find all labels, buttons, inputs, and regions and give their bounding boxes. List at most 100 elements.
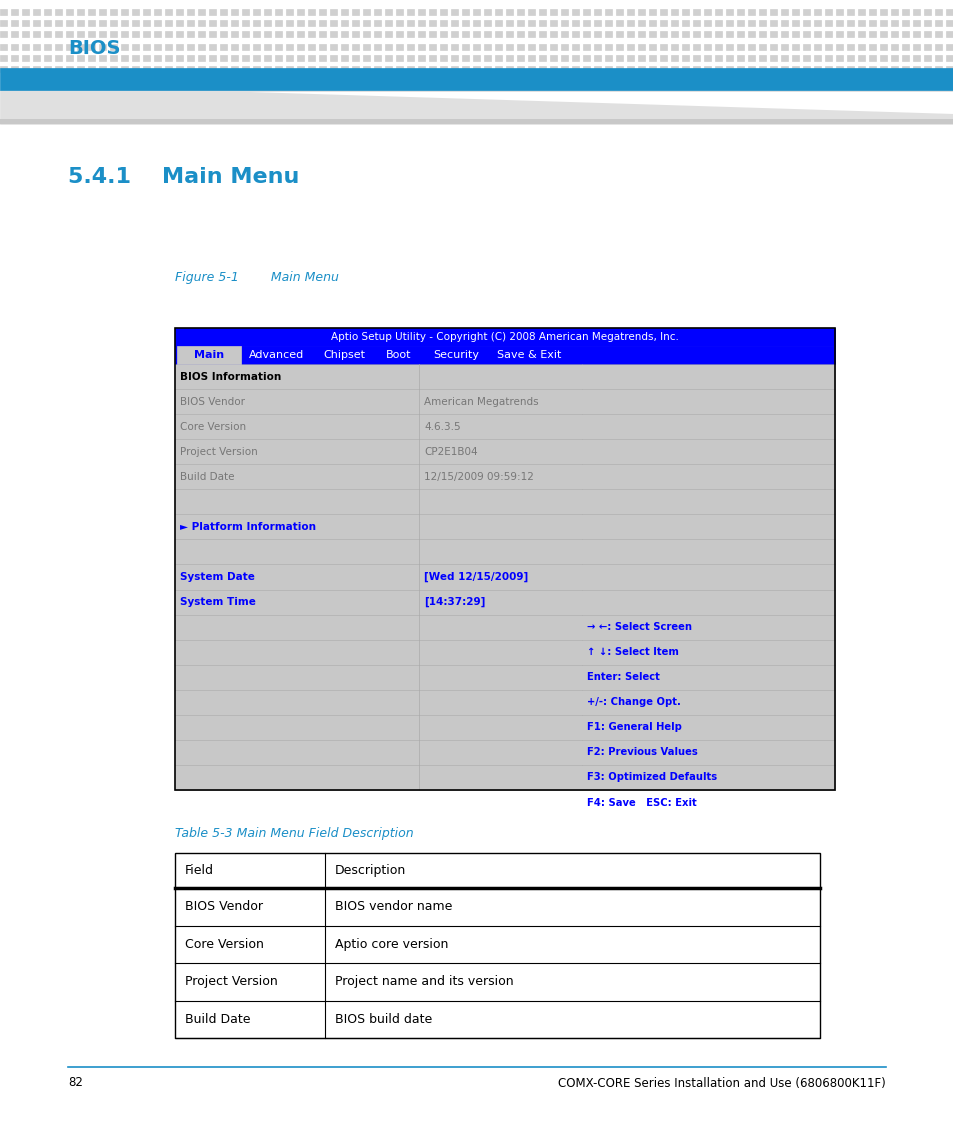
Bar: [209, 19, 215, 26]
Bar: [747, 66, 754, 72]
Bar: [802, 31, 809, 37]
Bar: [318, 66, 326, 72]
Bar: [318, 9, 326, 15]
Bar: [231, 19, 237, 26]
Bar: [659, 9, 666, 15]
Bar: [934, 66, 941, 72]
Bar: [143, 55, 150, 61]
Bar: [0, 31, 7, 37]
Bar: [912, 66, 919, 72]
Bar: [737, 9, 743, 15]
Bar: [890, 44, 897, 50]
Bar: [110, 31, 117, 37]
Bar: [11, 19, 18, 26]
Bar: [461, 9, 469, 15]
Bar: [11, 9, 18, 15]
Bar: [582, 19, 589, 26]
Bar: [594, 66, 600, 72]
Bar: [385, 31, 392, 37]
Bar: [560, 9, 567, 15]
Bar: [616, 31, 622, 37]
Text: F3: Optimized Defaults: F3: Optimized Defaults: [586, 773, 717, 782]
Bar: [517, 31, 523, 37]
Bar: [572, 9, 578, 15]
Bar: [33, 44, 40, 50]
Bar: [274, 19, 282, 26]
Bar: [231, 66, 237, 72]
Bar: [175, 66, 183, 72]
Bar: [0, 44, 7, 50]
Bar: [253, 66, 260, 72]
Bar: [572, 55, 578, 61]
Bar: [153, 66, 161, 72]
Bar: [737, 19, 743, 26]
Bar: [923, 9, 930, 15]
Bar: [0, 90, 953, 124]
Bar: [846, 44, 853, 50]
Bar: [495, 31, 501, 37]
Bar: [429, 44, 436, 50]
Bar: [352, 55, 358, 61]
Bar: [340, 66, 348, 72]
Bar: [220, 44, 227, 50]
Bar: [648, 55, 656, 61]
Bar: [945, 66, 952, 72]
Bar: [473, 9, 479, 15]
Bar: [66, 44, 73, 50]
Bar: [99, 19, 106, 26]
Bar: [582, 9, 589, 15]
Bar: [483, 19, 491, 26]
Text: Boot: Boot: [386, 350, 412, 360]
Bar: [747, 44, 754, 50]
Bar: [582, 55, 589, 61]
Bar: [791, 19, 799, 26]
Bar: [868, 55, 875, 61]
Bar: [308, 55, 314, 61]
Bar: [175, 55, 183, 61]
Bar: [77, 44, 84, 50]
Bar: [77, 19, 84, 26]
Bar: [407, 19, 414, 26]
Bar: [616, 44, 622, 50]
Bar: [264, 9, 271, 15]
Bar: [572, 31, 578, 37]
Bar: [220, 19, 227, 26]
Bar: [527, 44, 535, 50]
Text: [Wed 12/15/2009]: [Wed 12/15/2009]: [423, 571, 528, 582]
Bar: [769, 31, 776, 37]
Bar: [483, 55, 491, 61]
Text: System Date: System Date: [180, 572, 254, 582]
Text: Aptio core version: Aptio core version: [335, 938, 448, 950]
Bar: [846, 31, 853, 37]
Bar: [340, 9, 348, 15]
Bar: [274, 44, 282, 50]
Bar: [451, 31, 457, 37]
Bar: [461, 31, 469, 37]
Bar: [187, 9, 193, 15]
Bar: [308, 66, 314, 72]
Bar: [550, 19, 557, 26]
Text: American Megatrends: American Megatrends: [423, 396, 538, 406]
Bar: [781, 9, 787, 15]
Bar: [912, 55, 919, 61]
Bar: [143, 44, 150, 50]
Bar: [725, 9, 732, 15]
Bar: [274, 31, 282, 37]
Bar: [0, 19, 7, 26]
Bar: [879, 44, 886, 50]
Bar: [121, 31, 128, 37]
Bar: [890, 9, 897, 15]
Bar: [879, 66, 886, 72]
Bar: [99, 31, 106, 37]
Bar: [439, 66, 447, 72]
Bar: [638, 55, 644, 61]
Text: BIOS Information: BIOS Information: [180, 371, 281, 381]
Bar: [286, 19, 293, 26]
Bar: [681, 55, 688, 61]
Bar: [681, 9, 688, 15]
Bar: [296, 31, 304, 37]
Bar: [714, 31, 721, 37]
Bar: [901, 66, 908, 72]
Bar: [22, 66, 29, 72]
Bar: [330, 31, 336, 37]
